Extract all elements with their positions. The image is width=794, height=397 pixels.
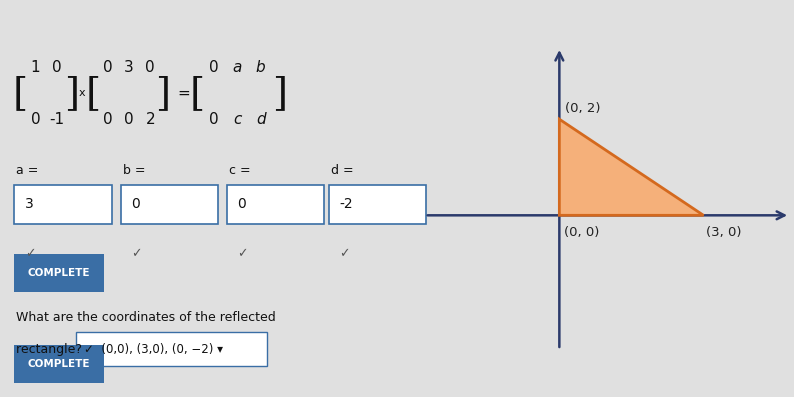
FancyBboxPatch shape — [121, 185, 218, 224]
Text: 3: 3 — [25, 197, 33, 212]
Text: ✓: ✓ — [25, 248, 36, 260]
FancyBboxPatch shape — [14, 345, 103, 383]
Text: 0: 0 — [52, 60, 62, 75]
Text: 2: 2 — [145, 112, 155, 127]
Text: (0, 2): (0, 2) — [565, 102, 600, 116]
Text: 0: 0 — [209, 112, 219, 127]
Text: (0, 0): (0, 0) — [565, 226, 599, 239]
Text: ]: ] — [272, 75, 287, 112]
Text: c: c — [233, 112, 241, 127]
Text: COMPLETE: COMPLETE — [28, 268, 91, 278]
FancyBboxPatch shape — [329, 185, 426, 224]
Text: 0: 0 — [145, 60, 155, 75]
Text: ✓: ✓ — [131, 248, 141, 260]
Text: 0: 0 — [31, 112, 40, 127]
Text: =: = — [178, 86, 191, 101]
Text: 0: 0 — [131, 197, 140, 212]
Text: -1: -1 — [49, 112, 64, 127]
Text: 1: 1 — [31, 60, 40, 75]
Text: x: x — [79, 88, 86, 98]
Text: -2: -2 — [339, 197, 353, 212]
Text: COMPLETE: COMPLETE — [28, 359, 91, 369]
FancyBboxPatch shape — [227, 185, 325, 224]
Text: d =: d = — [331, 164, 353, 177]
Text: d: d — [256, 112, 265, 127]
Text: [: [ — [190, 75, 205, 112]
Text: ]: ] — [64, 75, 79, 112]
Text: ✓  (0,0), (3,0), (0, −2) ▾: ✓ (0,0), (3,0), (0, −2) ▾ — [84, 343, 223, 356]
Text: b =: b = — [122, 164, 145, 177]
Text: a =: a = — [17, 164, 39, 177]
Text: What are the coordinates of the reflected: What are the coordinates of the reflecte… — [17, 311, 276, 324]
Text: 0: 0 — [103, 112, 113, 127]
Text: ]: ] — [156, 75, 171, 112]
Text: c =: c = — [229, 164, 250, 177]
FancyBboxPatch shape — [14, 254, 103, 292]
Text: [: [ — [85, 75, 101, 112]
Text: 0: 0 — [124, 112, 134, 127]
Text: rectangle?: rectangle? — [17, 343, 87, 356]
Text: 0: 0 — [103, 60, 113, 75]
FancyBboxPatch shape — [76, 333, 267, 366]
Polygon shape — [559, 119, 703, 215]
Text: a: a — [233, 60, 242, 75]
Text: b: b — [256, 60, 265, 75]
FancyBboxPatch shape — [14, 185, 112, 224]
Text: 0: 0 — [209, 60, 219, 75]
Text: 0: 0 — [237, 197, 246, 212]
Text: ✓: ✓ — [339, 248, 350, 260]
Text: (3, 0): (3, 0) — [706, 226, 742, 239]
Text: [: [ — [13, 75, 29, 112]
Text: ✓: ✓ — [237, 248, 248, 260]
Text: 3: 3 — [124, 60, 134, 75]
